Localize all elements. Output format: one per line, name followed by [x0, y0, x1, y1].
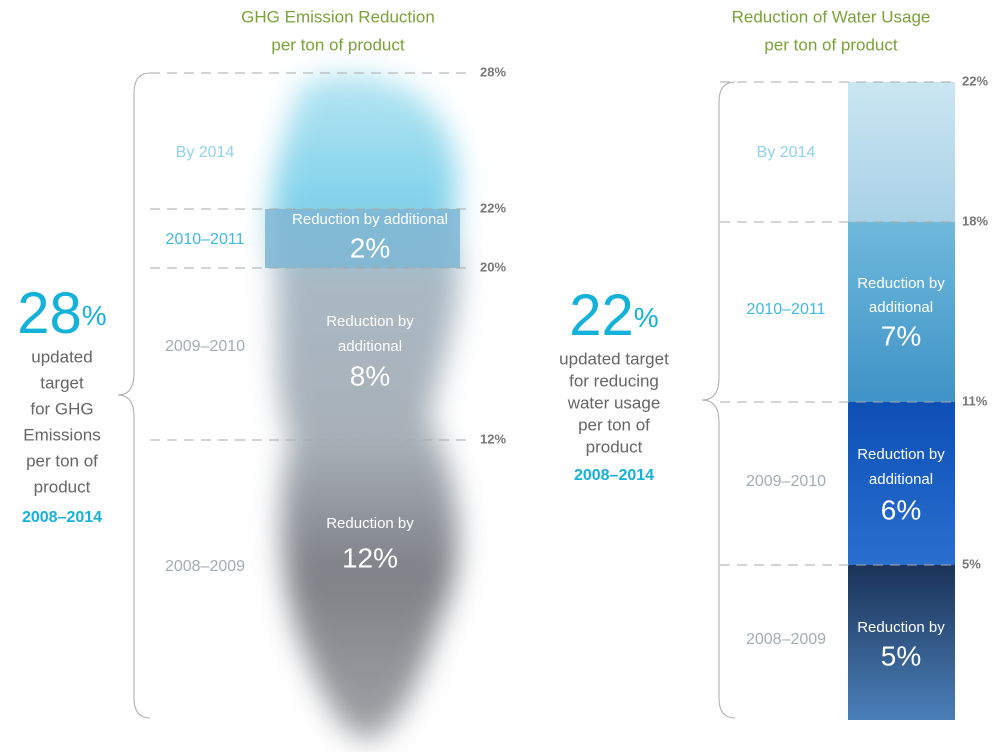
target-text: per ton of — [26, 451, 98, 470]
segment-label: Reduction by — [857, 619, 945, 636]
period-label: By 2014 — [757, 144, 816, 161]
level-label: 18% — [962, 213, 988, 228]
target-text: per ton of — [578, 415, 650, 434]
panel-title: per ton of product — [271, 35, 405, 54]
target-period: 2008–2014 — [22, 509, 102, 526]
smoke-plume — [270, 73, 460, 740]
level-label: 11% — [962, 393, 988, 408]
water-column — [848, 82, 955, 720]
segment-band — [848, 222, 955, 402]
target-text: target — [40, 373, 84, 392]
level-label: 22% — [480, 200, 506, 215]
panel-title: GHG Emission Reduction — [241, 7, 435, 26]
target-unit: % — [634, 302, 659, 333]
level-label: 5% — [962, 556, 981, 571]
segment-label: Reduction by — [857, 275, 945, 292]
target-text: for GHG — [30, 399, 93, 418]
water-panel: Reduction of Water Usage per ton of produ… — [559, 7, 988, 719]
segment-value: 2% — [350, 232, 390, 263]
ghg-panel: GHG Emission Reduction per ton of product… — [17, 7, 506, 719]
segment-value: 7% — [881, 320, 921, 351]
level-label: 20% — [480, 259, 506, 274]
level-label: 22% — [962, 73, 988, 88]
brace — [701, 81, 736, 719]
segment-label: Reduction by additional — [292, 211, 448, 228]
period-label: 2010–2011 — [747, 301, 826, 318]
segment-value: 6% — [881, 494, 921, 525]
segment-label: Reduction by — [326, 313, 414, 330]
segment-label: additional — [338, 338, 402, 355]
target-number: 22% — [569, 283, 658, 348]
target-number: 28% — [17, 281, 106, 346]
target-text: product — [586, 437, 643, 456]
target-text: for reducing — [569, 371, 659, 390]
brace — [117, 72, 151, 719]
target-number-value: 22 — [569, 283, 634, 348]
target-period: 2008–2014 — [574, 467, 654, 484]
target-text: updated — [31, 347, 92, 366]
segment-band — [848, 82, 955, 222]
panel-title: Reduction of Water Usage — [732, 7, 931, 26]
target-unit: % — [82, 300, 107, 331]
segment-band — [848, 402, 955, 565]
period-label: 2009–2010 — [165, 338, 245, 355]
segment-label: additional — [869, 299, 933, 316]
segment-value: 12% — [342, 542, 398, 573]
target-text: updated target — [559, 349, 669, 368]
target-number-value: 28 — [17, 281, 82, 346]
segment-value: 5% — [881, 640, 921, 671]
period-label: 2008–2009 — [165, 558, 245, 575]
period-label: 2008–2009 — [746, 631, 826, 648]
target-text: Emissions — [23, 425, 100, 444]
period-label: By 2014 — [176, 144, 235, 161]
segment-band — [848, 565, 955, 720]
level-label: 28% — [480, 64, 506, 79]
segment-value: 8% — [350, 360, 390, 391]
target-text: product — [34, 477, 91, 496]
segment-label: additional — [869, 471, 933, 488]
level-label: 12% — [480, 431, 506, 446]
period-label: 2010–2011 — [166, 231, 245, 248]
period-label: 2009–2010 — [746, 473, 826, 490]
segment-band — [265, 209, 460, 268]
target-text: water usage — [567, 393, 661, 412]
segment-label: Reduction by — [326, 515, 414, 532]
panel-title: per ton of product — [764, 35, 898, 54]
segment-label: Reduction by — [857, 446, 945, 463]
